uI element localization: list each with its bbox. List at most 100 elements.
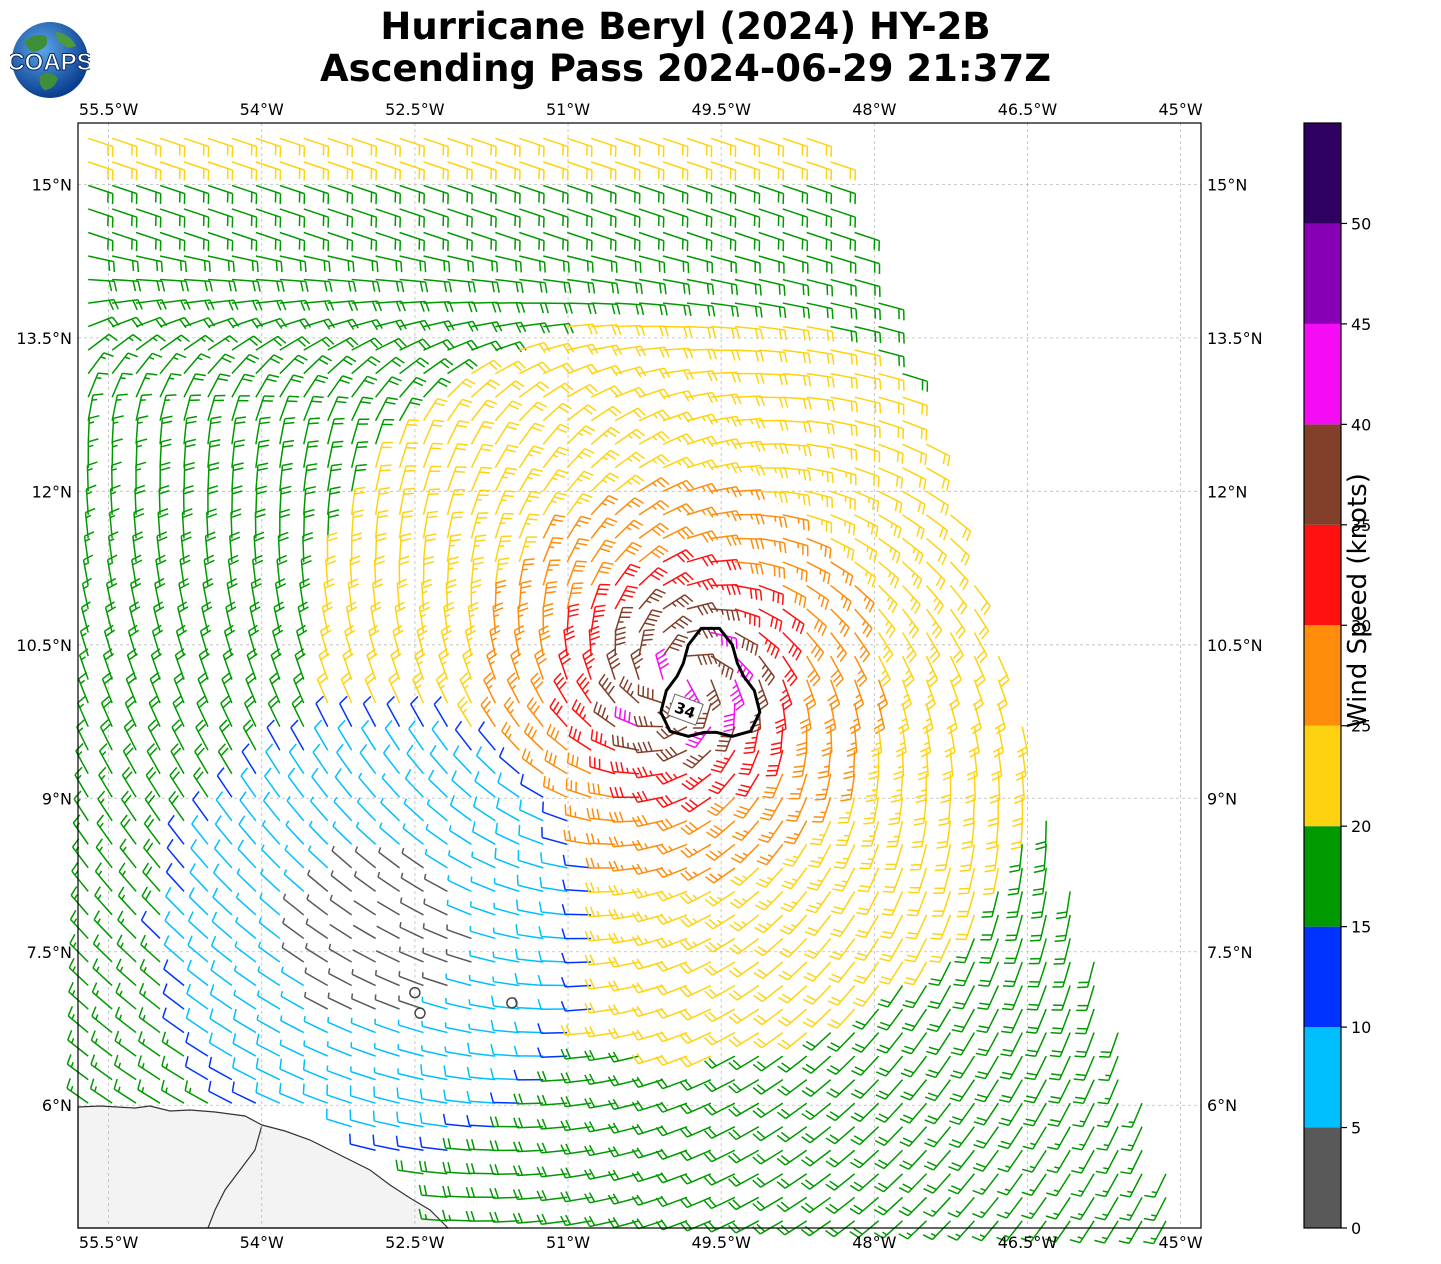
- wind-barb: [704, 1008, 736, 1023]
- wind-barb: [494, 579, 507, 610]
- wind-barb: [901, 1032, 928, 1055]
- wind-barb: [614, 407, 646, 422]
- wind-barb: [518, 445, 544, 469]
- wind-barb: [1054, 914, 1071, 943]
- wind-barb: [606, 648, 621, 680]
- wind-barb: [679, 984, 712, 998]
- wind-barb: [466, 1090, 496, 1104]
- wind-barb: [686, 601, 719, 616]
- wind-barb: [708, 773, 736, 795]
- wind-barb: [181, 508, 193, 539]
- wind-barb: [144, 790, 161, 822]
- wind-barb: [326, 417, 345, 445]
- wind-barb: [1010, 820, 1024, 850]
- wind-barb: [614, 474, 645, 492]
- wind-barb: [638, 499, 670, 516]
- wind-barb: [240, 767, 257, 798]
- wind-barb: [923, 1173, 951, 1194]
- wind-barb: [973, 1126, 999, 1149]
- map-frame: [77, 122, 1202, 1229]
- wind-barb: [207, 394, 226, 421]
- wind-barb: [779, 914, 808, 935]
- wind-barb: [566, 493, 593, 516]
- wind-barb: [90, 1030, 113, 1057]
- wind-barb: [830, 608, 850, 637]
- wind-barb: [117, 910, 137, 939]
- wind-barb: [111, 208, 138, 228]
- wind-barb: [961, 820, 976, 850]
- wind-barb: [303, 318, 336, 330]
- wind-barb: [300, 554, 312, 586]
- wind-barb: [806, 396, 835, 412]
- wind-barb: [903, 961, 928, 986]
- wind-barb: [207, 353, 235, 375]
- wind-barb: [146, 743, 161, 775]
- wind-barb: [728, 1008, 760, 1024]
- wind-barb: [980, 914, 1000, 941]
- wind-barb: [255, 161, 282, 181]
- wind-barb: [379, 822, 401, 845]
- colorbar-swatch: [1304, 625, 1341, 726]
- wind-barb: [973, 632, 988, 664]
- wind-barb: [495, 137, 521, 158]
- wind-barb: [782, 161, 809, 181]
- wind-barb: [806, 302, 834, 320]
- wind-barb: [492, 602, 504, 633]
- wind-barb: [494, 421, 520, 445]
- tick-lat-left: 12°N: [32, 482, 72, 501]
- wind-barb: [183, 438, 197, 468]
- wind-barb: [112, 278, 142, 292]
- wind-barb: [471, 821, 496, 845]
- wind-barb: [631, 1218, 664, 1230]
- wind-barb: [279, 336, 311, 351]
- wind-barb: [326, 486, 341, 515]
- wind-barb: [323, 578, 335, 610]
- wind-barb: [710, 255, 737, 274]
- wind-barb: [472, 796, 496, 822]
- wind-barb: [806, 608, 828, 636]
- wind-barb: [778, 937, 808, 958]
- wind-barb: [987, 797, 1000, 827]
- wind-barb: [466, 1114, 496, 1128]
- wind-barb: [421, 1020, 448, 1034]
- wind-barb: [880, 914, 904, 939]
- wind-barb: [704, 914, 736, 930]
- wind-barb: [215, 791, 233, 822]
- wind-barb: [337, 719, 353, 751]
- wind-barb: [800, 1196, 832, 1214]
- wind-barb: [619, 675, 640, 704]
- wind-barb: [303, 255, 331, 273]
- wind-barb: [143, 814, 161, 845]
- wind-barb: [412, 672, 425, 704]
- wind-barb: [380, 797, 401, 822]
- wind-barb: [483, 672, 497, 704]
- wind-barb: [207, 184, 234, 205]
- wind-barb: [303, 161, 330, 181]
- wind-barb: [686, 231, 713, 252]
- wind-barb: [231, 373, 255, 398]
- wind-barb: [631, 887, 664, 899]
- contour-line: [659, 626, 762, 738]
- wind-barb: [362, 695, 377, 728]
- wind-barb: [287, 767, 305, 798]
- wind-barb: [777, 1008, 808, 1027]
- wind-barb: [513, 1117, 544, 1129]
- wind-barb: [631, 863, 664, 875]
- wind-barb: [590, 426, 621, 445]
- wind-barb: [470, 556, 485, 586]
- wind-barb: [537, 999, 568, 1010]
- wind-barb: [136, 278, 166, 292]
- wind-barb: [71, 862, 89, 892]
- wind-barb: [734, 255, 761, 274]
- wind-barb: [929, 938, 952, 963]
- wind-barb: [235, 892, 257, 916]
- wind-barb: [655, 1148, 688, 1160]
- wind-barb: [1007, 867, 1024, 896]
- wind-barb: [849, 1220, 880, 1239]
- wind-barb: [372, 1134, 400, 1151]
- wind-barb: [882, 867, 904, 893]
- wind-barb: [765, 749, 784, 777]
- colorbar-tick: 15: [1351, 918, 1371, 937]
- wind-barb: [351, 356, 381, 375]
- wind-barb: [686, 255, 714, 274]
